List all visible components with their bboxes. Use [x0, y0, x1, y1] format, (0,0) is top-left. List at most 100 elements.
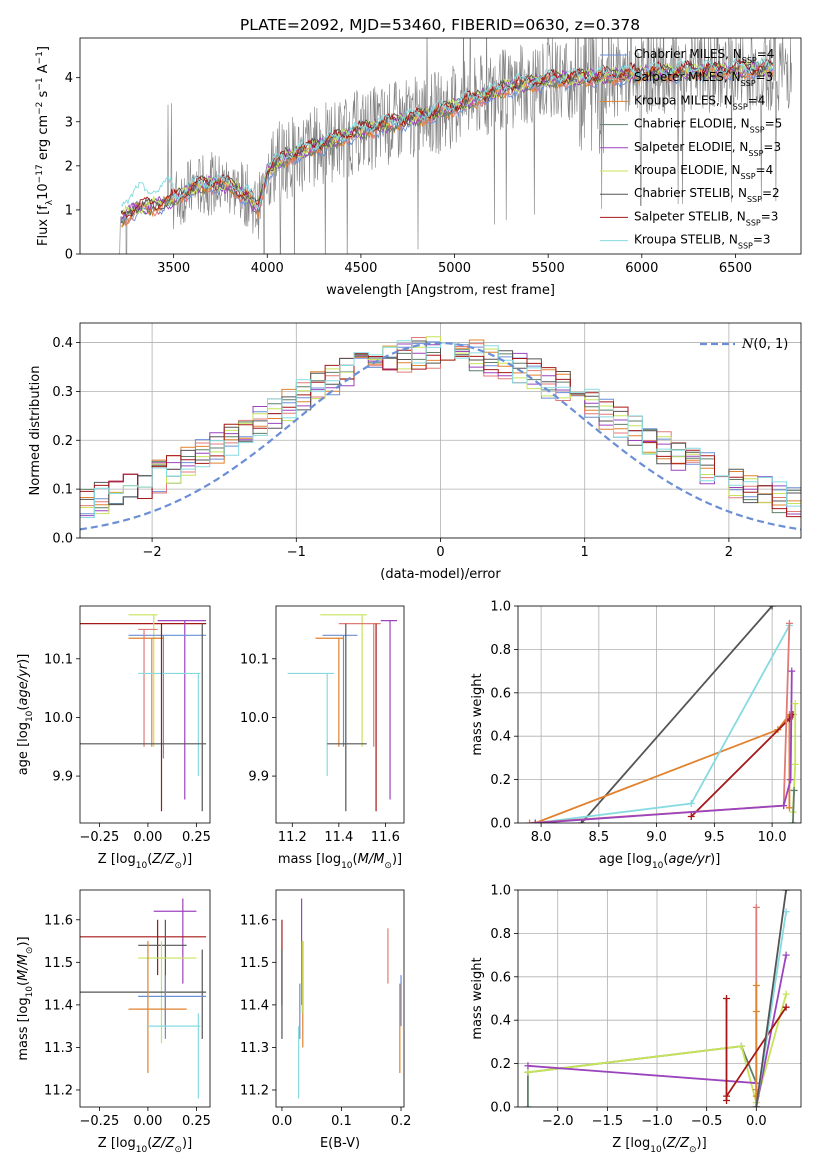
label-part: 10 — [36, 183, 51, 200]
weight-line-salpeter-stelib — [725, 998, 787, 1101]
y-tick-label: 11.5 — [240, 956, 269, 971]
weight-line-chabrier-elodie — [792, 790, 795, 823]
x-tick-label: −2.0 — [542, 1114, 574, 1129]
label-part: ⊙ — [25, 947, 35, 955]
plot-area — [518, 606, 801, 823]
weight-marker — [752, 981, 760, 989]
label-part: ( — [662, 1136, 667, 1151]
x-tick-label: 0.2 — [391, 1114, 412, 1129]
label-part: log — [16, 722, 31, 742]
y-tick-label: 3 — [65, 115, 73, 130]
weight-marker — [780, 802, 788, 810]
legend-entry: Kroupa ELODIE, NSSP=4 — [634, 163, 773, 181]
weight-marker — [737, 1042, 745, 1050]
label-part: ( — [663, 852, 668, 867]
plot-area — [80, 898, 207, 1099]
histogram-kroupa-stelib — [80, 340, 801, 518]
weight-marker — [526, 819, 534, 823]
y-tick-label: 0.0 — [490, 817, 511, 832]
label-part: ( — [147, 852, 152, 867]
label-part: −2 — [35, 102, 45, 115]
legend-entry-sub: SSP — [747, 195, 762, 204]
x-axis-label: age [log10(age/yr)] — [599, 852, 721, 871]
legend-entry-sub: SSP — [738, 241, 753, 250]
label-part: ( — [353, 852, 358, 867]
plot-area — [117, 38, 792, 254]
legend-entry: Chabrier ELODIE, NSSP=5 — [634, 117, 782, 135]
weight-marker — [790, 786, 798, 794]
label-part: E(B-V) — [320, 1136, 360, 1151]
label-part: A — [36, 64, 51, 77]
weight-marker — [782, 990, 790, 998]
legend-entry-label: Chabrier MILES, N — [634, 47, 742, 61]
weight-marker — [578, 819, 586, 823]
model-spectrum-kroupa-stelib — [120, 57, 774, 210]
axes-frame — [517, 889, 802, 1108]
legend-entry-count: =3 — [761, 209, 779, 223]
legend-entry-args: (0, 1) — [753, 337, 788, 352]
plot-area — [80, 614, 207, 812]
panel-mass_vs_ebv: 0.0 0.1 0.2 11.2 11.3 11.4 11.5 11.6 E(B-V) — [240, 889, 412, 1151]
label-part: )] — [697, 1136, 707, 1151]
label-part: age [ — [16, 742, 31, 775]
axes-frame — [517, 605, 802, 824]
x-tick-label: 1 — [581, 545, 589, 560]
x-tick-label: 0.00 — [133, 1114, 162, 1129]
y-tick-label: 0.6 — [490, 686, 511, 701]
legend-entry-sub: SSP — [746, 218, 761, 227]
weight-marker — [787, 776, 795, 784]
y-tick-label: 11.4 — [44, 998, 73, 1013]
weight-marker — [768, 606, 776, 610]
weight-marker — [524, 1062, 532, 1070]
y-tick-label: 10.1 — [240, 652, 269, 667]
y-tick-label: 0.4 — [490, 1014, 511, 1029]
x-tick-label: 6000 — [625, 261, 658, 276]
axes-frame — [79, 889, 211, 1108]
label-part: )] — [182, 1136, 192, 1151]
y-tick-label: 1 — [65, 203, 73, 218]
label-part: 10 — [341, 861, 353, 871]
legend-entry-label: Salpeter STELIB, N — [634, 209, 746, 223]
x-tick-label: 5500 — [532, 261, 565, 276]
label-part: age/yr — [16, 662, 31, 705]
x-tick-label: 8.0 — [531, 830, 552, 845]
x-tick-label: 11.6 — [371, 830, 400, 845]
y-tick-label: 11.3 — [240, 1041, 269, 1056]
weight-marker — [791, 700, 799, 708]
label-part: log — [116, 852, 136, 867]
weight-line-chabrier-stelib — [755, 890, 787, 1107]
panel-weight_vs_Z: −2.0 −1.5 −1.0 −0.5 0.0 0.0 0.2 0.4 0.6 0.8 1.0 Z [… — [470, 884, 802, 1155]
y-tick-label: 10.1 — [44, 652, 73, 667]
legend-entry-label: Salpeter ELODIE, N — [634, 140, 748, 154]
x-axis-label: Z [log10(Z/Z⊙)] — [98, 1136, 192, 1155]
label-part: Z [ — [98, 1136, 116, 1151]
label-part: 10 — [136, 861, 148, 871]
legend-entry-label: Chabrier ELODIE, N — [634, 117, 750, 131]
label-part: 10 — [650, 1145, 662, 1155]
weight-line-kroupa-stelib — [535, 625, 791, 823]
histogram-salpeter-stelib — [80, 349, 801, 518]
label-part: )] — [182, 852, 192, 867]
legend-entry: Salpeter STELIB, NSSP=3 — [634, 209, 778, 227]
x-tick-label: −2 — [143, 545, 162, 560]
x-tick-label: 9.0 — [646, 830, 667, 845]
weight-marker — [785, 804, 793, 812]
label-part: ⊙ — [384, 861, 392, 871]
label-part: Z [ — [612, 1136, 630, 1151]
weight-marker — [789, 819, 797, 823]
legend-entry-count: =3 — [753, 233, 771, 247]
y-tick-label: 0.6 — [490, 970, 511, 985]
y-axis-label: mass weight — [470, 957, 485, 1039]
label-part: 10 — [136, 1145, 148, 1155]
x-axis-label: E(B-V) — [320, 1136, 360, 1151]
weight-line-salpeter-elodie — [535, 671, 793, 823]
weight-marker — [752, 903, 760, 911]
label-part: ] — [36, 46, 51, 51]
y-tick-label: 0.0 — [52, 532, 73, 547]
y-axis-label: Flux [fλ10−17 erg cm−2 s−1 A−1] — [35, 46, 55, 246]
y-tick-label: 9.9 — [52, 770, 73, 785]
y-tick-label: 11.2 — [240, 1083, 269, 1098]
weight-marker — [723, 995, 731, 1002]
x-tick-label: 3500 — [157, 261, 190, 276]
